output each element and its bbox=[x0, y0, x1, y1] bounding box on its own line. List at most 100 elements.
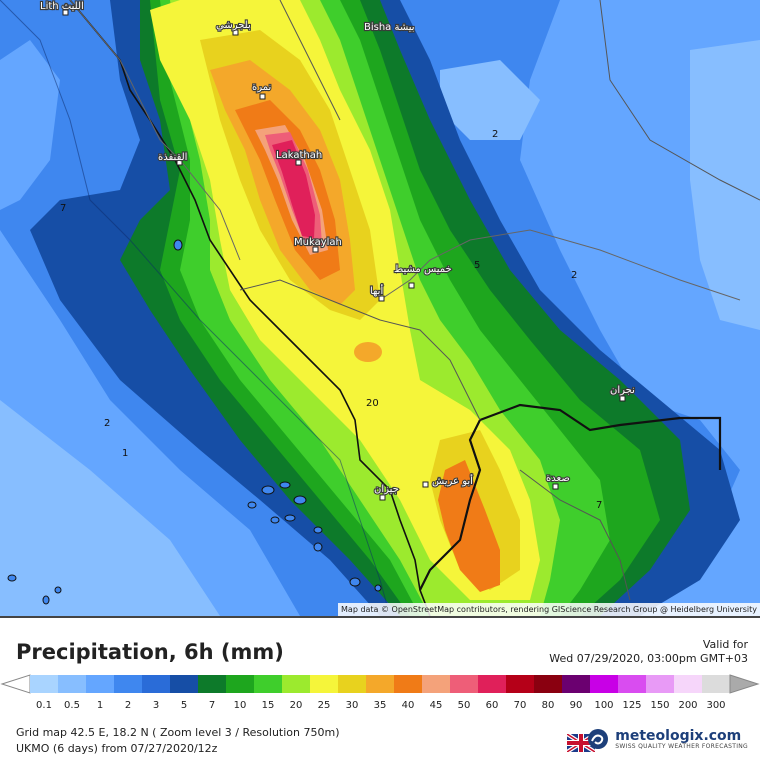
scale-tick-label: 300 bbox=[706, 700, 726, 711]
scale-swatch bbox=[702, 675, 731, 693]
contour-label: 5 bbox=[474, 260, 480, 271]
scale-swatch bbox=[198, 675, 227, 693]
scale-swatch bbox=[282, 675, 311, 693]
scale-swatch bbox=[534, 675, 563, 693]
precip-field-1mm-west bbox=[0, 40, 60, 210]
scale-swatch bbox=[674, 675, 703, 693]
precip-field-40mm-south bbox=[438, 460, 500, 592]
meteologix-logo[interactable]: meteologix.com SWISS QUALITY WEATHER FOR… bbox=[587, 728, 748, 750]
logo-tagline: SWISS QUALITY WEATHER FORECASTING bbox=[615, 742, 748, 750]
city-label-namira: نمرة bbox=[252, 82, 271, 93]
scale-tick-label: 200 bbox=[678, 700, 698, 711]
scale-tick-label: 10 bbox=[233, 700, 247, 711]
scale-tick-label: 7 bbox=[208, 700, 216, 711]
scale-tick-label: 80 bbox=[541, 700, 555, 711]
scale-tick-label: 15 bbox=[261, 700, 275, 711]
scale-swatch bbox=[450, 675, 479, 693]
scale-swatch bbox=[590, 675, 619, 693]
city-label-lith: Lith الليث bbox=[40, 1, 84, 12]
scale-swatch bbox=[254, 675, 283, 693]
scale-tick-label: 0.5 bbox=[64, 700, 80, 711]
scale-swatch bbox=[338, 675, 367, 693]
logo-swirl-icon bbox=[588, 729, 609, 749]
city-label-abu-arish: أبو عريش bbox=[432, 474, 473, 487]
scale-swatch bbox=[142, 675, 171, 693]
scale-tick-label: 60 bbox=[485, 700, 499, 711]
scale-tick-label: 25 bbox=[317, 700, 331, 711]
precip-field-05mm-east bbox=[690, 40, 760, 330]
map-canvas: Lith الليث بلجرشي Bisha بيشة نمرة القنفذ… bbox=[0, 0, 760, 616]
precip-patch-bisha bbox=[440, 60, 540, 140]
admin-boundary-east bbox=[599, 0, 760, 201]
road-coastal bbox=[69, 0, 241, 261]
scale-swatch bbox=[366, 675, 395, 693]
grid-info: Grid map 42.5 E, 18.2 N ( Zoom level 3 /… bbox=[16, 726, 340, 739]
legend-title: Precipitation, 6h (mm) bbox=[16, 640, 284, 664]
scale-swatch bbox=[58, 675, 87, 693]
scale-swatch bbox=[30, 675, 59, 693]
scale-tick-label: 40 bbox=[401, 700, 415, 711]
contour-line-sea bbox=[0, 0, 391, 616]
contour-label: 7 bbox=[60, 203, 66, 214]
scale-left-arrow bbox=[0, 674, 31, 694]
precip-patch-35mm-abha bbox=[354, 342, 382, 362]
scale-tick-label: 35 bbox=[373, 700, 387, 711]
scale-swatch bbox=[646, 675, 675, 693]
scale-swatch bbox=[506, 675, 535, 693]
scale-swatch bbox=[478, 675, 507, 693]
city-label-khamis-mushait: خميس مشيط bbox=[394, 264, 452, 275]
city-label-najran: نجران bbox=[610, 385, 635, 396]
contour-label: 2 bbox=[571, 270, 577, 281]
city-markers bbox=[62, 9, 626, 501]
map-attribution[interactable]: Map data © OpenStreetMap contributors, r… bbox=[338, 603, 760, 616]
scale-tick-label: 1 bbox=[96, 700, 104, 711]
scale-tick-label: 90 bbox=[569, 700, 583, 711]
contour-label: 7 bbox=[596, 500, 602, 511]
scale-swatch bbox=[422, 675, 451, 693]
scale-swatch bbox=[562, 675, 591, 693]
scale-right-arrow bbox=[729, 674, 760, 694]
city-label-saada: صعدة bbox=[546, 473, 570, 484]
scale-swatch bbox=[170, 675, 199, 693]
valid-for-value: Wed 07/29/2020, 03:00pm GMT+03 bbox=[549, 652, 748, 665]
scale-tick-label: 150 bbox=[650, 700, 670, 711]
city-label-lakathah: Lakathah bbox=[276, 150, 322, 161]
logo-name: meteologix.com bbox=[615, 727, 742, 744]
coastline bbox=[69, 0, 431, 616]
scale-swatch bbox=[86, 675, 115, 693]
scale-swatch bbox=[310, 675, 339, 693]
road-khamis-najran bbox=[379, 229, 741, 301]
admin-boundary-asir bbox=[239, 279, 481, 421]
admin-boundary-yemen bbox=[519, 469, 631, 601]
city-label-jizan: جيزان bbox=[374, 484, 399, 495]
scale-tick-label: 0.1 bbox=[36, 700, 52, 711]
scale-tick-label: 3 bbox=[152, 700, 160, 711]
contour-label: 2 bbox=[492, 129, 498, 140]
contour-labels: 2 7 5 2 2 1 20 7 bbox=[60, 129, 602, 511]
scale-tick-label: 125 bbox=[622, 700, 642, 711]
admin-boundary-north bbox=[279, 0, 341, 121]
scale-tick-label: 50 bbox=[457, 700, 471, 711]
precip-field-60mm bbox=[272, 140, 315, 238]
farasan-islands bbox=[7, 239, 382, 605]
contour-label: 2 bbox=[104, 418, 110, 429]
precipitation-map[interactable]: Lith الليث بلجرشي Bisha بيشة نمرة القنفذ… bbox=[0, 0, 760, 616]
scale-tick-label: 30 bbox=[345, 700, 359, 711]
city-label-qunfudhah: القنفذة bbox=[158, 152, 187, 163]
city-label-bisha: Bisha بيشة bbox=[364, 22, 415, 33]
border-saudi-yemen bbox=[479, 403, 722, 470]
color-scale-bar bbox=[0, 674, 760, 694]
scale-tick-label: 2 bbox=[124, 700, 132, 711]
city-label-abha: أبها bbox=[370, 284, 383, 297]
scale-ticks: 0.1 0.5 1 2 3 5 7 10 15 20 25 30 35 40 45 50 60 70 80 90 100… bbox=[0, 700, 760, 714]
scale-tick-label: 100 bbox=[594, 700, 614, 711]
model-info: UKMO (6 days) from 07/27/2020/12z bbox=[16, 742, 218, 755]
scale-tick-label: 5 bbox=[180, 700, 188, 711]
scale-swatch bbox=[114, 675, 143, 693]
contour-label: 1 bbox=[122, 448, 128, 459]
valid-for-label: Valid for bbox=[702, 638, 748, 651]
scale-tick-label: 20 bbox=[289, 700, 303, 711]
precip-field-05mm-sea bbox=[0, 400, 220, 616]
scale-tick-label: 45 bbox=[429, 700, 443, 711]
border-saudi-yemen-west bbox=[419, 419, 482, 591]
